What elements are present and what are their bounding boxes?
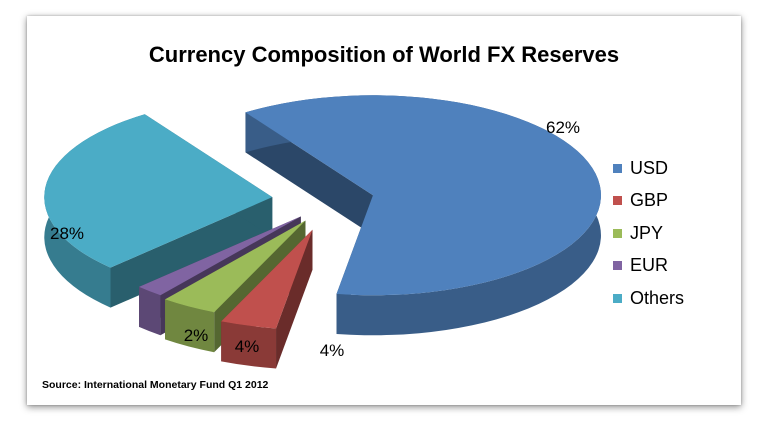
data-label-eur: 2% [184, 326, 209, 345]
legend-label: USD [630, 157, 669, 178]
legend-label: JPY [630, 222, 664, 243]
pie-slice-gbp [221, 229, 313, 369]
legend-item-usd: USD [613, 152, 684, 185]
source-note: Source: International Monetary Fund Q1 2… [42, 379, 269, 391]
chart-title: Currency Composition of World FX Reserve… [148, 42, 620, 67]
legend-item-eur: EUR [613, 250, 684, 283]
legend-label: EUR [630, 255, 669, 276]
data-label-others: 28% [50, 224, 84, 243]
pie-slice-others [44, 114, 273, 308]
chart-legend: USD GBP JPY EUR Others [613, 152, 684, 315]
legend-swatch [613, 293, 622, 303]
pie-slice-usd [245, 95, 601, 336]
legend-swatch [613, 196, 622, 206]
legend-item-jpy: JPY [613, 217, 684, 250]
legend-item-others: Others [613, 282, 684, 315]
legend-label: Others [630, 287, 685, 308]
legend-item-gbp: GBP [613, 185, 684, 218]
legend-label: GBP [630, 190, 669, 211]
legend-swatch [613, 228, 622, 238]
data-label-gbp: 4% [320, 341, 345, 360]
data-label-usd: 62% [546, 118, 580, 137]
data-label-jpy: 4% [235, 337, 260, 356]
legend-swatch [613, 163, 622, 173]
legend-swatch [613, 261, 622, 271]
